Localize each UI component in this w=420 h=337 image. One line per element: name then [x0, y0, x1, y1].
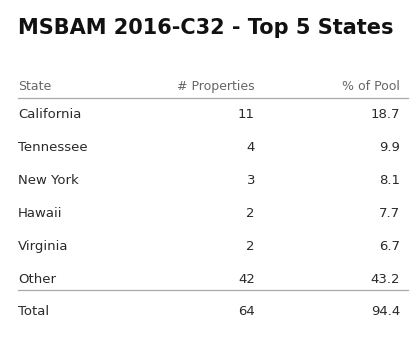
Text: # Properties: # Properties: [177, 80, 255, 93]
Text: 11: 11: [238, 108, 255, 121]
Text: 18.7: 18.7: [370, 108, 400, 121]
Text: 2: 2: [247, 207, 255, 220]
Text: 94.4: 94.4: [371, 305, 400, 318]
Text: 6.7: 6.7: [379, 240, 400, 253]
Text: State: State: [18, 80, 51, 93]
Text: MSBAM 2016-C32 - Top 5 States: MSBAM 2016-C32 - Top 5 States: [18, 18, 394, 38]
Text: 2: 2: [247, 240, 255, 253]
Text: 43.2: 43.2: [370, 273, 400, 286]
Text: 7.7: 7.7: [379, 207, 400, 220]
Text: Virginia: Virginia: [18, 240, 68, 253]
Text: New York: New York: [18, 174, 79, 187]
Text: 4: 4: [247, 141, 255, 154]
Text: 64: 64: [238, 305, 255, 318]
Text: 3: 3: [247, 174, 255, 187]
Text: 9.9: 9.9: [379, 141, 400, 154]
Text: California: California: [18, 108, 81, 121]
Text: Hawaii: Hawaii: [18, 207, 63, 220]
Text: % of Pool: % of Pool: [342, 80, 400, 93]
Text: 8.1: 8.1: [379, 174, 400, 187]
Text: Other: Other: [18, 273, 56, 286]
Text: Total: Total: [18, 305, 49, 318]
Text: Tennessee: Tennessee: [18, 141, 88, 154]
Text: 42: 42: [238, 273, 255, 286]
